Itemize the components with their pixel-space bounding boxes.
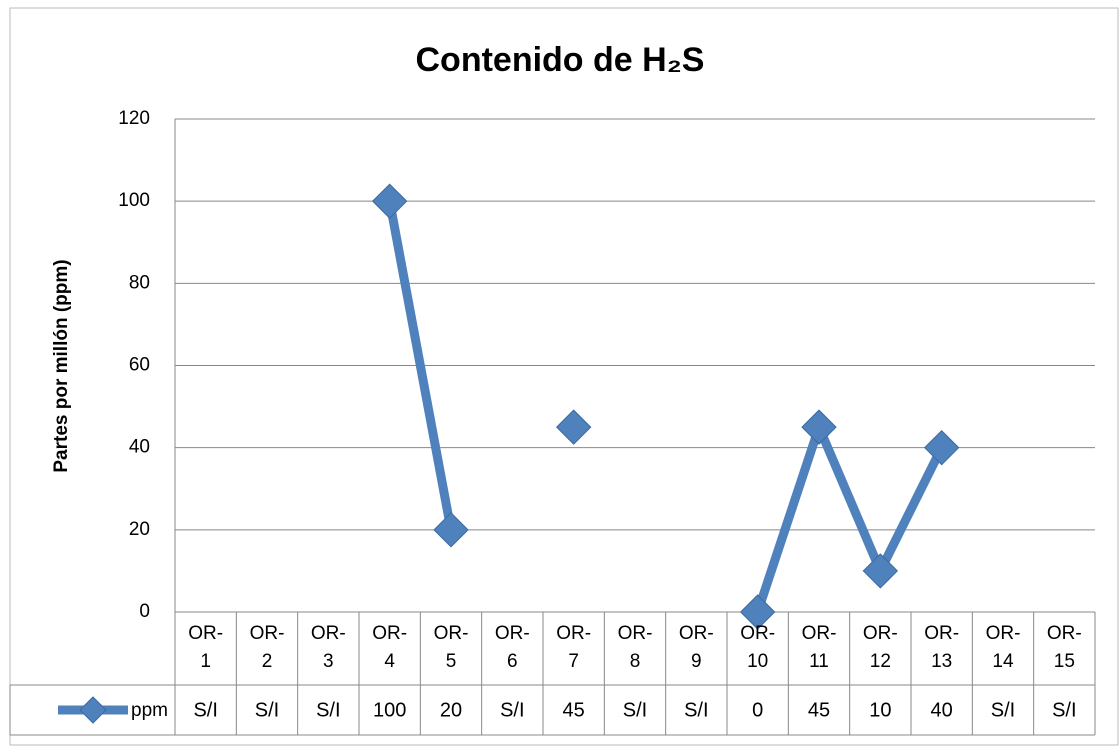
legend-marker — [79, 696, 107, 724]
table-value: S/I — [316, 699, 340, 721]
data-point — [739, 594, 776, 630]
x-tick-label: OR-11 — [801, 623, 837, 672]
table-value: 0 — [752, 699, 763, 721]
table-value: S/I — [500, 699, 524, 721]
y-tick-label: 80 — [129, 272, 150, 293]
data-point — [862, 553, 899, 589]
data-point — [433, 512, 469, 548]
y-tick-label: 100 — [118, 190, 150, 211]
y-tick-label: 0 — [139, 601, 150, 622]
x-tick-label: OR-8 — [617, 623, 653, 672]
x-tick-label: OR-10 — [740, 623, 776, 672]
table-value: S/I — [991, 699, 1015, 721]
data-point — [371, 183, 408, 219]
table-value: 10 — [869, 699, 891, 721]
y-tick-label: 120 — [118, 108, 150, 129]
x-tick-label: OR-6 — [494, 623, 530, 672]
x-tick-label: OR-1 — [188, 623, 224, 672]
y-tick-label: 40 — [129, 437, 150, 458]
table-value: S/I — [623, 699, 647, 721]
chart-frame — [9, 7, 1119, 746]
table-value: S/I — [684, 699, 708, 721]
table-value: 40 — [931, 699, 953, 721]
legend-label: ppm — [131, 700, 168, 721]
data-point — [555, 409, 592, 445]
y-tick-label: 20 — [129, 519, 150, 540]
x-tick-label: OR-3 — [310, 623, 346, 672]
table-value: S/I — [1052, 699, 1076, 721]
x-tick-label: OR-7 — [556, 623, 592, 672]
table-value: 45 — [808, 699, 830, 721]
x-tick-label: OR-14 — [985, 623, 1021, 672]
y-axis-label: Partes por millón (ppm) — [51, 259, 72, 472]
x-tick-label: OR-2 — [249, 623, 285, 672]
x-tick-label: OR-15 — [1046, 623, 1082, 672]
x-tick-label: OR-12 — [862, 623, 898, 672]
x-tick-label: OR-13 — [924, 623, 960, 672]
table-value: 20 — [440, 699, 462, 721]
x-tick-label: OR-4 — [372, 623, 408, 672]
x-tick-label: OR-9 — [678, 623, 714, 672]
data-point — [801, 409, 837, 445]
table-value: 100 — [373, 699, 406, 721]
table-value: S/I — [193, 699, 217, 721]
table-value: 45 — [563, 699, 585, 721]
data-point — [923, 429, 960, 466]
x-tick-label: OR-5 — [433, 623, 469, 672]
series-line — [385, 200, 946, 614]
table-value: S/I — [255, 699, 279, 721]
y-tick-label: 60 — [129, 355, 150, 376]
chart-title: Contenido de H₂S — [416, 41, 705, 79]
